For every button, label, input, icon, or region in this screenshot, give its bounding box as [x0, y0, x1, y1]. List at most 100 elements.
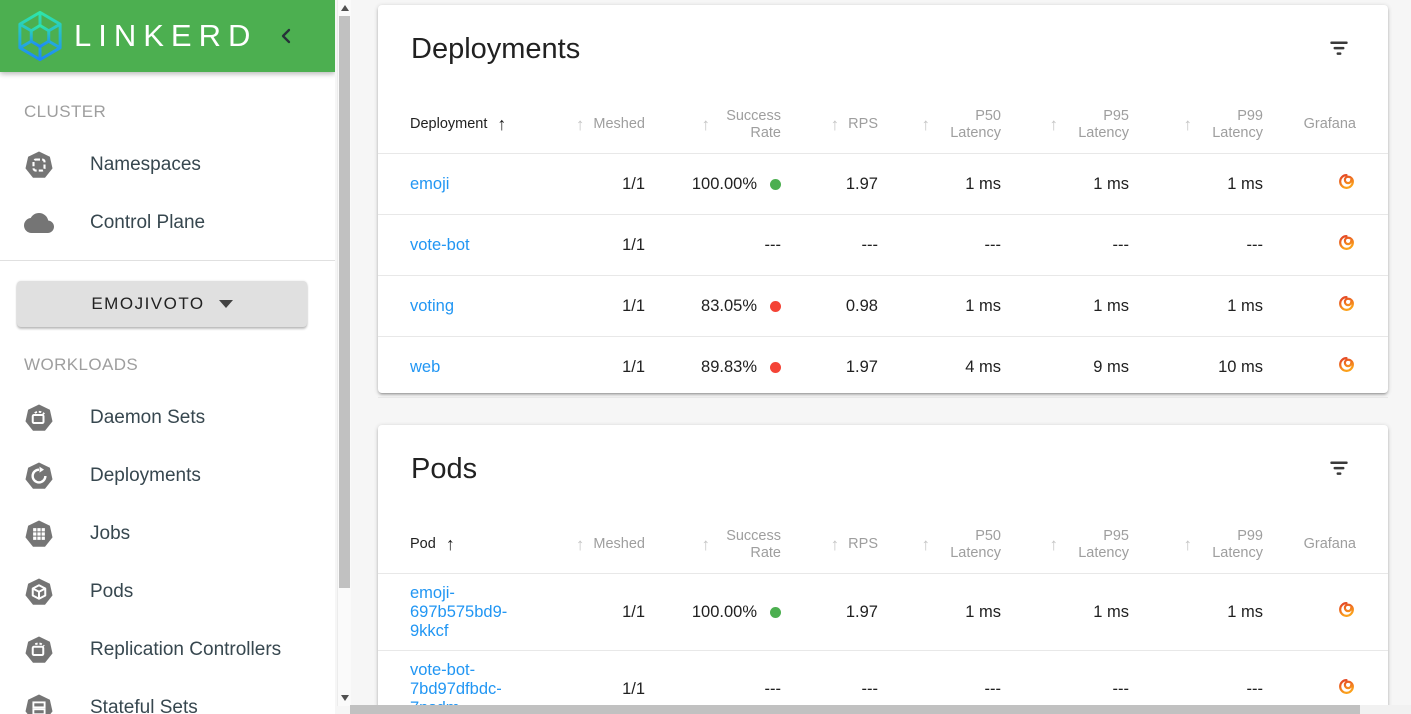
success-rate-value: 89.83% — [701, 357, 757, 376]
p95-cell: --- — [1112, 235, 1129, 254]
scroll-up-icon[interactable] — [341, 5, 349, 11]
column-header-p99-latency[interactable]: ↑ P99 Latency — [1149, 528, 1283, 562]
filter-button[interactable] — [1326, 455, 1352, 481]
sidebar-item-jobs[interactable]: Jobs — [0, 505, 335, 563]
deployment-link[interactable]: web — [410, 357, 441, 376]
sort-arrow-up-icon: ↑ — [575, 535, 585, 554]
success-rate-cell: 100.00% — [692, 175, 795, 194]
rps-cell: --- — [861, 679, 878, 698]
sidebar-scrollbar[interactable] — [337, 0, 351, 706]
column-header-label: Meshed — [593, 536, 645, 552]
column-header-p99-latency[interactable]: ↑ P99 Latency — [1149, 108, 1283, 142]
rps-cell: 1.97 — [845, 602, 878, 621]
meshed-cell: 1/1 — [622, 174, 645, 193]
workloads-section-label: WORKLOADS — [24, 355, 139, 374]
grafana-icon — [1337, 294, 1356, 318]
p50-cell: 4 ms — [965, 357, 1001, 376]
column-header-rps[interactable]: ↑ RPS — [795, 116, 898, 133]
brand-title: LINKERD — [74, 18, 258, 53]
column-header-p50-latency[interactable]: ↑ P50 Latency — [898, 108, 1021, 142]
collapse-sidebar-icon[interactable] — [273, 23, 299, 49]
p50-cell: --- — [984, 235, 1001, 254]
deployments-table: Deployment ↑ ↑ Meshed ↑ Success Rate ↑ RPS ↑ P50 … — [378, 96, 1388, 398]
grafana-link[interactable] — [1337, 600, 1356, 624]
deployment-link[interactable]: emoji — [410, 174, 450, 193]
success-rate-value: 100.00% — [691, 174, 757, 193]
sidebar-item-label: Deployments — [90, 465, 201, 486]
column-header-p50-latency[interactable]: ↑ P50 Latency — [898, 528, 1021, 562]
divider — [0, 260, 335, 261]
grafana-cell — [1337, 355, 1356, 379]
pod-link[interactable]: emoji-697b575bd9-9kkcf — [410, 583, 508, 640]
success-rate-value: 100.00% — [691, 602, 757, 621]
name-cell: voting — [410, 297, 454, 316]
column-header-label: P50 Latency — [950, 527, 1001, 561]
sidebar-item-stateful-sets[interactable]: Stateful Sets — [0, 679, 335, 714]
grafana-link[interactable] — [1337, 677, 1356, 701]
column-header-label: P50 Latency — [950, 107, 1001, 141]
column-header-success-rate[interactable]: ↑ Success Rate — [665, 108, 795, 142]
pods-icon — [24, 577, 54, 607]
sidebar-scrollbar-thumb[interactable] — [339, 16, 350, 588]
sidebar-item-deployments[interactable]: Deployments — [0, 447, 335, 505]
grafana-icon — [1337, 172, 1356, 196]
column-header-success-rate[interactable]: ↑ Success Rate — [665, 528, 795, 562]
pod-row-emoji-697b575bd9-9kkcf: emoji-697b575bd9-9kkcf 1/1 100.00% 1.97 1 ms… — [378, 574, 1388, 651]
column-header-deployment[interactable]: Deployment ↑ — [410, 114, 570, 134]
replicationcontrollers-icon — [24, 635, 54, 665]
sidebar-item-label: Control Plane — [90, 212, 206, 233]
namespace-selector-button[interactable]: EMOJIVOTO — [17, 281, 307, 327]
success-rate-cell: --- — [765, 236, 795, 255]
sidebar-item-label: Daemon Sets — [90, 407, 206, 428]
grafana-link[interactable] — [1337, 294, 1356, 318]
column-header-label: P99 Latency — [1212, 107, 1263, 141]
sort-arrow-up-icon: ↑ — [1049, 115, 1059, 134]
column-header-label: RPS — [848, 536, 878, 552]
sidebar-item-control-plane[interactable]: Control Plane — [0, 194, 335, 252]
filter-button[interactable] — [1326, 35, 1352, 61]
column-header-label: Deployment — [410, 116, 488, 132]
column-header-p95-latency[interactable]: ↑ P95 Latency — [1021, 528, 1149, 562]
sort-arrow-up-icon: ↑ — [1049, 535, 1059, 554]
status-dot-good — [770, 178, 781, 190]
sidebar-item-namespaces[interactable]: Namespaces — [0, 136, 335, 194]
grafana-link[interactable] — [1337, 355, 1356, 379]
sidebar-item-replication-controllers[interactable]: Replication Controllers — [0, 621, 335, 679]
name-cell: emoji-697b575bd9-9kkcf — [410, 584, 516, 641]
scroll-down-icon[interactable] — [341, 695, 349, 701]
grafana-link[interactable] — [1337, 233, 1356, 257]
status-dot-bad — [770, 300, 781, 312]
horizontal-scrollbar[interactable] — [350, 705, 1411, 714]
grafana-icon — [1337, 600, 1356, 624]
meshed-cell: 1/1 — [622, 679, 645, 698]
column-header-pod[interactable]: Pod ↑ — [410, 535, 570, 553]
sidebar-item-daemon-sets[interactable]: Daemon Sets — [0, 389, 335, 447]
horizontal-scrollbar-thumb[interactable] — [350, 705, 1360, 714]
namespaces-icon — [24, 150, 54, 180]
sort-arrow-up-icon: ↑ — [1183, 535, 1193, 554]
deployments-card-title: Deployments — [411, 33, 581, 65]
caret-down-icon — [218, 300, 233, 308]
workloads-nav: Daemon Sets Deployments Jobs Pods Replicatio… — [0, 389, 335, 714]
cluster-nav: Namespaces Control Plane — [0, 136, 335, 252]
sort-arrow-up-icon: ↑ — [921, 115, 931, 134]
pods-table: Pod ↑ ↑ Meshed ↑ Success Rate ↑ RPS ↑ P50 Latency… — [378, 516, 1388, 714]
p50-cell: 1 ms — [965, 602, 1001, 621]
sort-arrow-up-icon: ↑ — [497, 114, 507, 134]
grafana-link[interactable] — [1337, 172, 1356, 196]
column-header-meshed[interactable]: ↑ Meshed — [570, 116, 665, 133]
p95-cell: 9 ms — [1093, 357, 1129, 376]
sort-arrow-up-icon: ↑ — [830, 115, 840, 134]
column-header-meshed[interactable]: ↑ Meshed — [570, 536, 665, 553]
meshed-cell: 1/1 — [622, 357, 645, 376]
column-header-rps[interactable]: ↑ RPS — [795, 536, 898, 553]
deployment-link[interactable]: vote-bot — [410, 235, 470, 254]
sidebar-item-pods[interactable]: Pods — [0, 563, 335, 621]
sort-arrow-up-icon: ↑ — [921, 535, 931, 554]
sort-arrow-up-icon: ↑ — [575, 115, 585, 134]
name-cell: emoji — [410, 175, 449, 194]
p99-cell: 1 ms — [1227, 602, 1263, 621]
table-header-row: Pod ↑ ↑ Meshed ↑ Success Rate ↑ RPS ↑ P50 Latency… — [378, 516, 1388, 574]
column-header-p95-latency[interactable]: ↑ P95 Latency — [1021, 108, 1149, 142]
deployment-link[interactable]: voting — [410, 296, 455, 315]
